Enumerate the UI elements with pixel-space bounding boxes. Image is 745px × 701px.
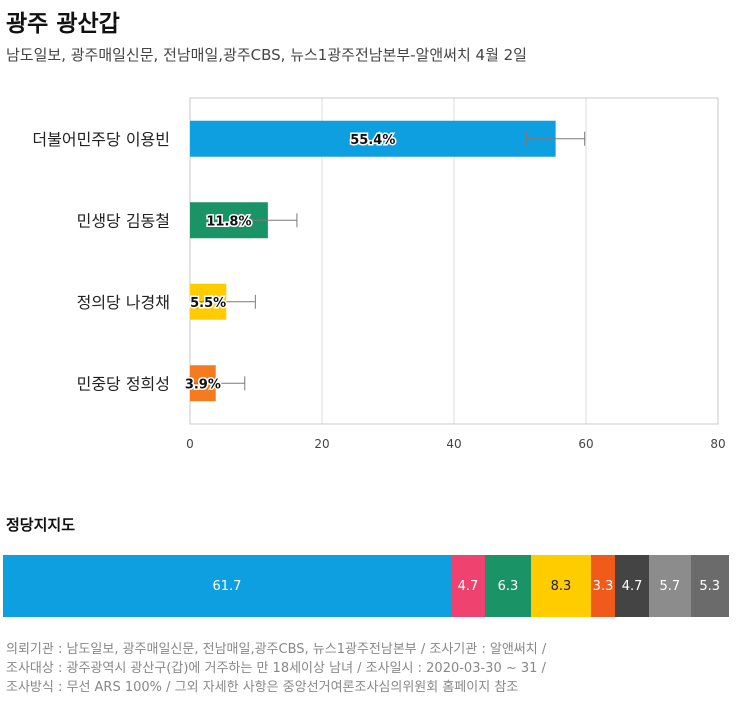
bar: [190, 120, 556, 157]
party-support-segment: 4.7: [615, 555, 650, 617]
party-support-segment: 8.3: [530, 555, 592, 617]
category-label: 민생당 김동철: [77, 211, 170, 230]
party-support-segment: 5.7: [649, 555, 691, 617]
plot-frame: [189, 97, 719, 425]
party-support-segment: 5.3: [690, 555, 729, 617]
x-tick-label-0: 0: [186, 437, 194, 451]
x-tick-label-80: 80: [710, 437, 725, 451]
footer-line-target: 조사대상 : 광주광역시 광산구(갑)에 거주하는 만 18세이상 남녀 / 조…: [6, 661, 546, 676]
category-label: 정의당 나경채: [77, 293, 170, 312]
page-subtitle: 남도일보, 광주매일신문, 전남매일,광주CBS, 뉴스1광주전남본부-알앤써치…: [6, 46, 527, 64]
footer-line-method: 조사방식 : 무선 ARS 100% / 그외 자세한 사항은 중앙선거여론조사…: [6, 680, 519, 695]
party-support-segment: 3.3: [591, 555, 615, 617]
data-label: 5.5%: [190, 296, 226, 311]
data-label: 55.4%: [350, 133, 395, 148]
x-tick-label-40: 40: [446, 437, 461, 451]
footer-line-client: 의뢰기관 : 남도일보, 광주매일신문, 전남매일,광주CBS, 뉴스1광주전남…: [6, 642, 547, 657]
party-support-segment: 61.7: [3, 555, 451, 617]
data-label: 3.9%: [185, 377, 221, 392]
party-support-segment: 6.3: [485, 555, 531, 617]
party-support-title: 정당지지도: [6, 516, 76, 534]
page-title: 광주 광산갑: [6, 11, 120, 37]
data-label: 11.8%: [206, 214, 251, 229]
candidate-bar-chart: 0 20 40 60 80 더불어민주당 이용빈 55.4% 민생당 김동철 11.8% 정의당 …: [32, 97, 726, 451]
party-support-segment: 4.7: [450, 555, 486, 617]
category-label: 더불어민주당 이용빈: [32, 130, 170, 149]
survey-footer: 의뢰기관 : 남도일보, 광주매일신문, 전남매일,광주CBS, 뉴스1광주전남…: [6, 640, 546, 697]
party-support-stacked-bar: 61.7 4.7 6.3 8.3 3.3 4.7 5.7 5.3: [3, 555, 729, 617]
x-tick-label-20: 20: [314, 437, 329, 451]
category-label: 민중당 정희성: [77, 374, 170, 393]
x-tick-label-60: 60: [578, 437, 593, 451]
